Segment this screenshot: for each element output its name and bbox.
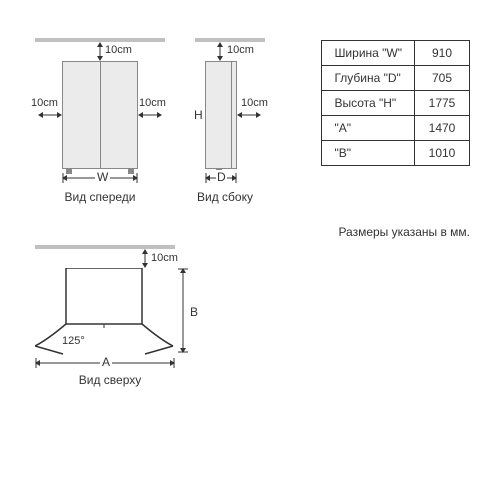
table-value: 1470	[415, 116, 470, 141]
table-value: 1775	[415, 91, 470, 116]
front-w-letter: W	[95, 170, 110, 184]
table-value: 910	[415, 41, 470, 66]
top-caption: Вид сверху	[70, 373, 150, 387]
front-left-label: 10cm	[30, 97, 59, 109]
front-divide	[100, 61, 101, 169]
table-value: 1010	[415, 141, 470, 166]
side-h-letter: H	[194, 108, 203, 122]
table-label: Высота "H"	[322, 91, 415, 116]
table-row: "A" 1470	[322, 116, 470, 141]
dimension-table: Ширина "W" 910 Глубина "D" 705 Высота "H…	[321, 40, 470, 166]
side-top-arrow	[215, 42, 225, 61]
side-right-label: 10cm	[240, 97, 269, 109]
table-row: "B" 1010	[322, 141, 470, 166]
side-d-letter: D	[216, 170, 227, 184]
front-right-label: 10cm	[138, 97, 167, 109]
top-a-letter: A	[100, 355, 112, 369]
table-row: Глубина "D" 705	[322, 66, 470, 91]
table-label: Глубина "D"	[322, 66, 415, 91]
top-wall	[35, 245, 175, 249]
top-angle: 125°	[62, 335, 85, 347]
top-b-letter: B	[190, 305, 198, 319]
table-label: Ширина "W"	[322, 41, 415, 66]
top-b-arrow	[178, 268, 188, 353]
front-left-arrow	[38, 110, 62, 120]
front-top-label: 10cm	[104, 44, 133, 56]
top-top-arrow	[140, 249, 150, 268]
note: Размеры указаны в мм.	[338, 225, 470, 239]
top-body	[35, 268, 180, 363]
table-row: Высота "H" 1775	[322, 91, 470, 116]
side-caption: Вид сбоку	[195, 190, 255, 204]
side-top-label: 10cm	[226, 44, 255, 56]
table-value: 705	[415, 66, 470, 91]
front-right-arrow	[138, 110, 162, 120]
side-wall	[195, 38, 265, 42]
front-caption: Вид спереди	[60, 190, 140, 204]
side-right-arrow	[237, 110, 261, 120]
table-label: "B"	[322, 141, 415, 166]
diagram-container: 10cm 10cm 10cm W Вид спереди 10cm	[0, 0, 500, 500]
top-top-label: 10cm	[150, 252, 179, 264]
table-label: "A"	[322, 116, 415, 141]
table-row: Ширина "W" 910	[322, 41, 470, 66]
